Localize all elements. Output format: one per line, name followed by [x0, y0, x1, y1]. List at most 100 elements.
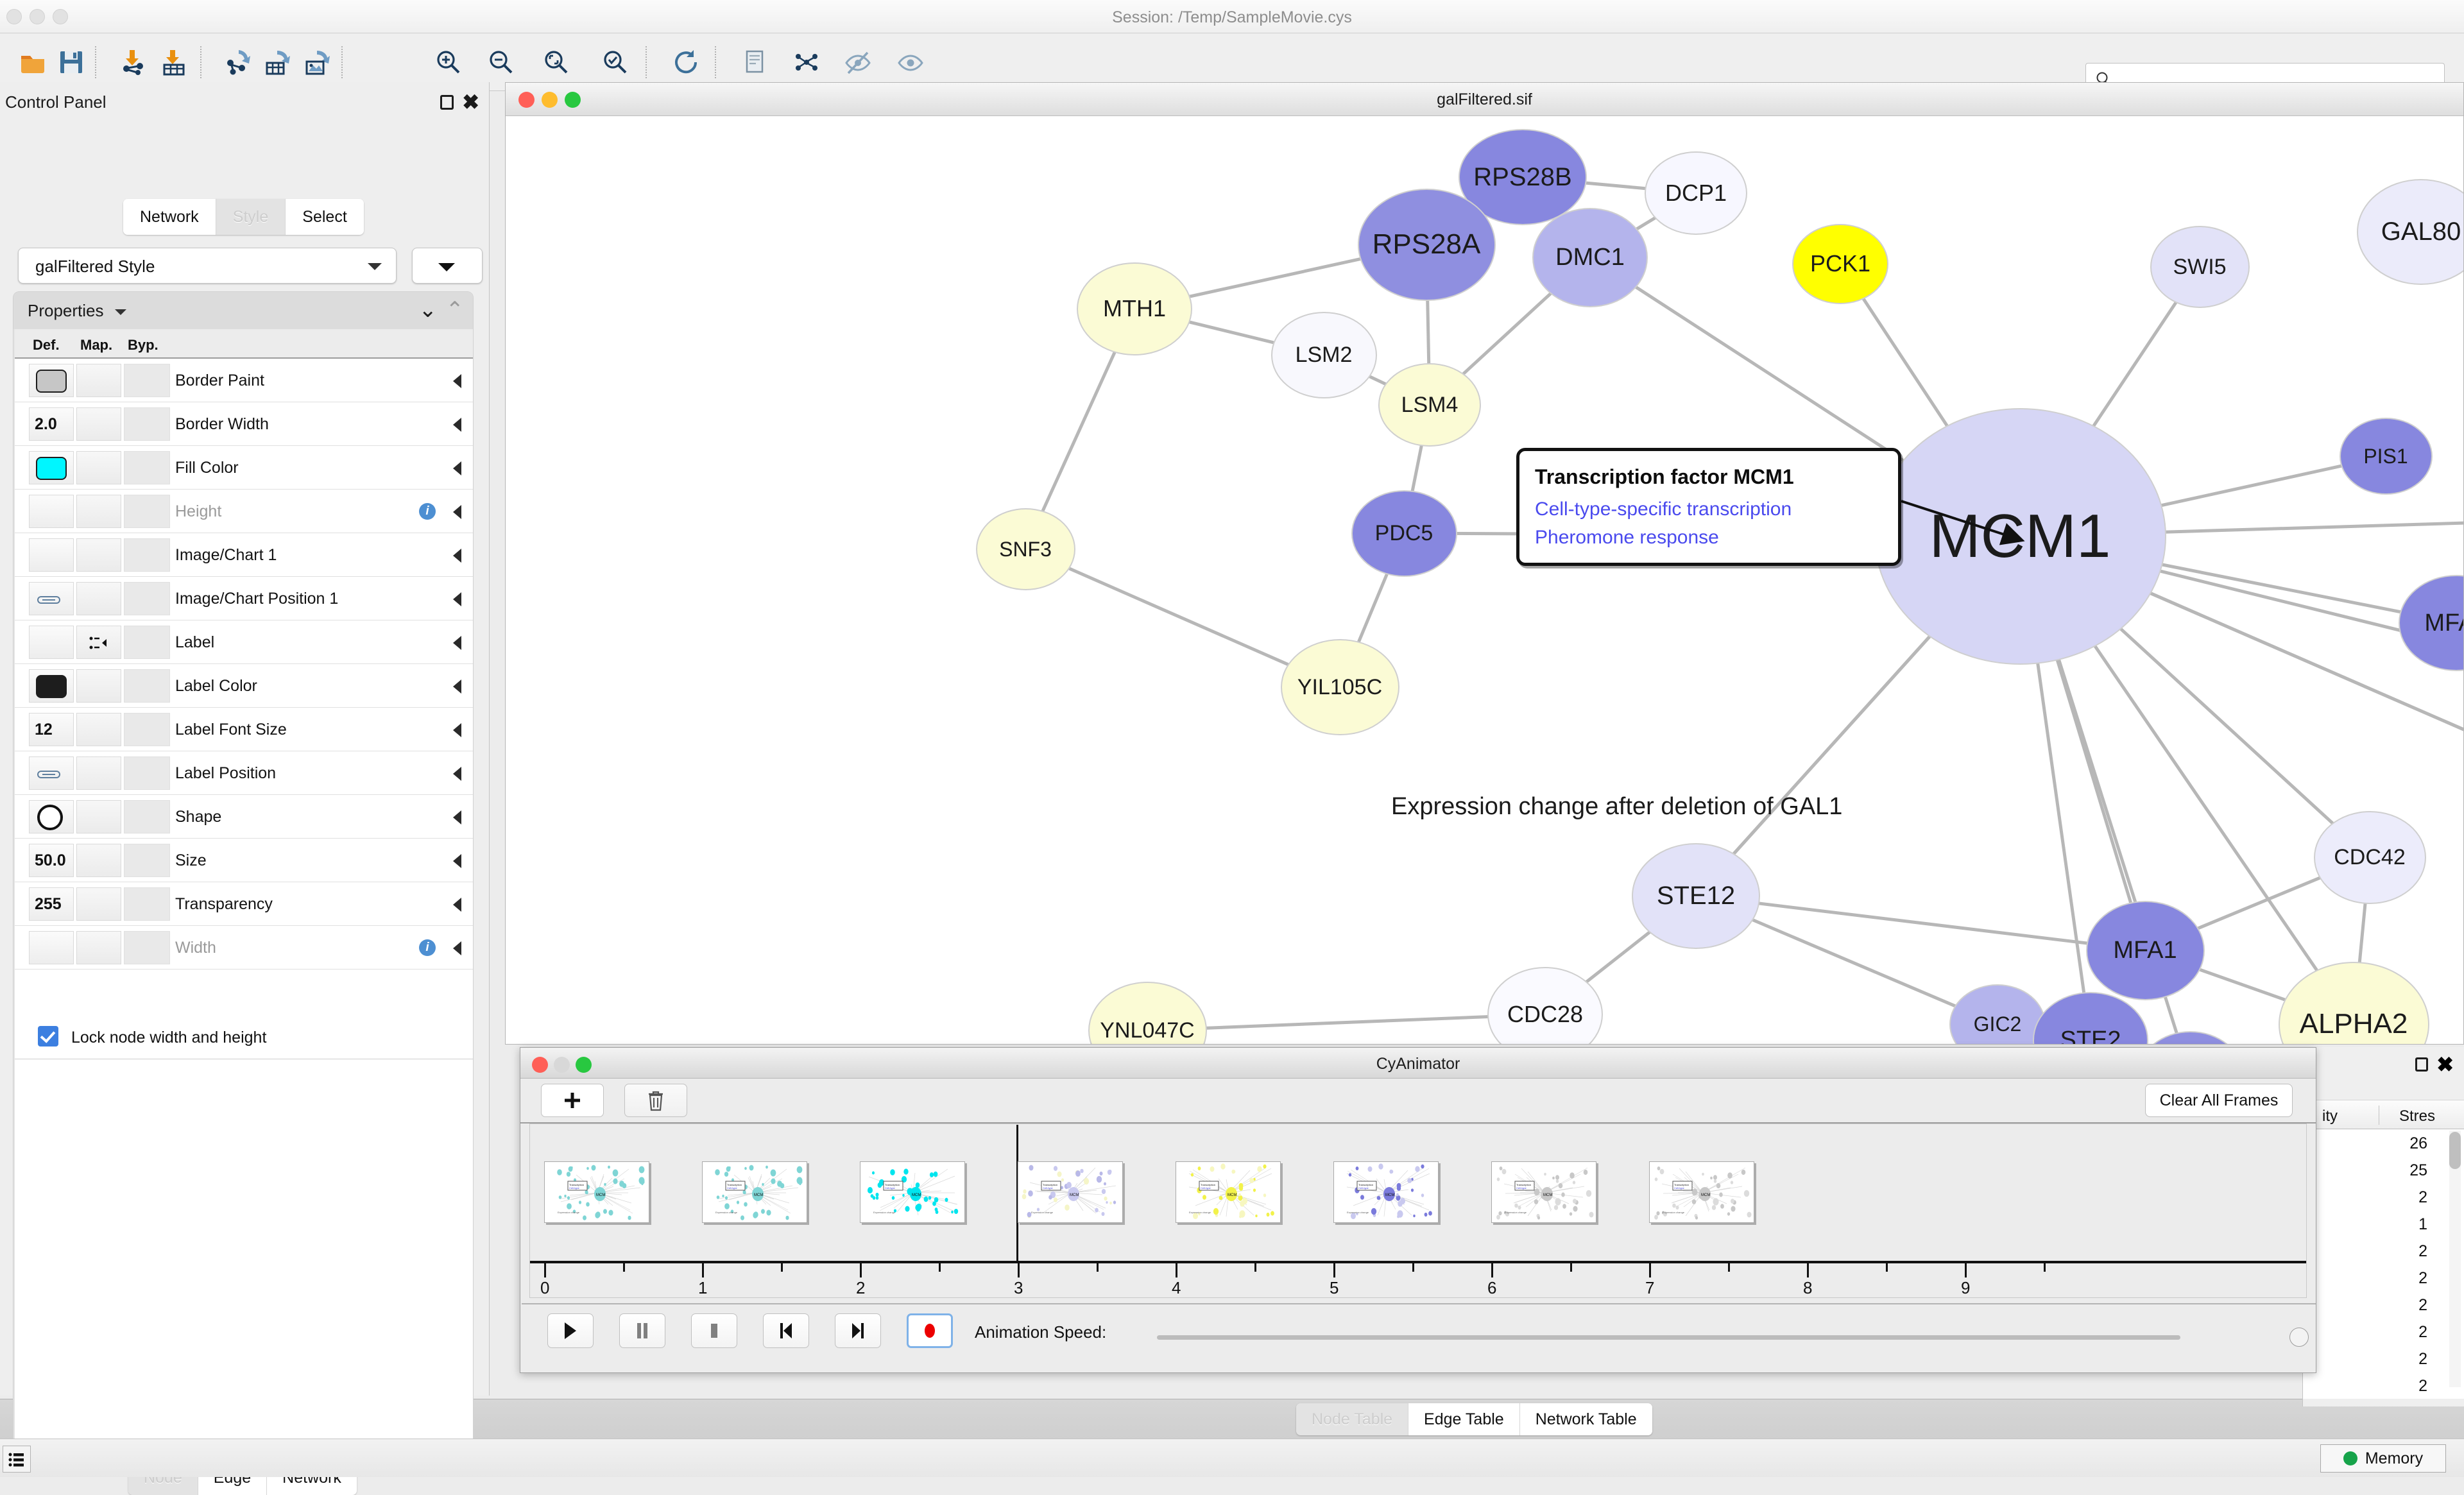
network-node-ste12[interactable]: STE12: [1632, 843, 1760, 949]
collapse-all-icon[interactable]: ⌃: [446, 297, 465, 323]
add-frame-button[interactable]: [541, 1084, 604, 1117]
task-list-icon[interactable]: [3, 1446, 31, 1473]
default-cell[interactable]: [29, 582, 74, 615]
network-node-pdc5[interactable]: PDC5: [1351, 490, 1457, 577]
default-cell[interactable]: [29, 626, 74, 659]
bypass-cell[interactable]: [124, 626, 170, 659]
property-row[interactable]: Label Color: [15, 664, 473, 708]
new-network-icon[interactable]: [737, 44, 774, 81]
table-scrollbar-track[interactable]: [2449, 1131, 2461, 1387]
network-node-lsm4[interactable]: LSM4: [1378, 363, 1481, 447]
table-tab-network-table[interactable]: Network Table: [1520, 1403, 1652, 1435]
lock-node-size-row[interactable]: Lock node width and height: [15, 1013, 473, 1059]
network-node-mcm1[interactable]: MCM1: [1874, 408, 2166, 665]
default-cell[interactable]: [29, 800, 74, 833]
bypass-cell[interactable]: [124, 887, 170, 921]
bypass-cell[interactable]: [124, 756, 170, 790]
network-node-yil105c[interactable]: YIL105C: [1281, 639, 1399, 735]
property-row[interactable]: Image/Chart Position 1: [15, 577, 473, 620]
zoom-out-icon[interactable]: [483, 44, 520, 81]
default-cell[interactable]: 12: [29, 713, 74, 746]
network-node-mth1[interactable]: MTH1: [1077, 262, 1192, 355]
property-row[interactable]: Label: [15, 620, 473, 664]
bypass-cell[interactable]: [124, 931, 170, 964]
default-cell[interactable]: 2.0: [29, 407, 74, 441]
mapping-cell[interactable]: [76, 582, 121, 615]
mapping-cell[interactable]: [76, 495, 121, 528]
expand-arrow-icon[interactable]: [453, 636, 461, 650]
expand-arrow-icon[interactable]: [453, 549, 461, 563]
hide-icon[interactable]: [839, 44, 877, 81]
property-row[interactable]: Border Paint: [15, 359, 473, 402]
default-cell[interactable]: 255: [29, 887, 74, 921]
bypass-cell[interactable]: [124, 451, 170, 484]
mapping-cell[interactable]: [76, 407, 121, 441]
delete-frame-button[interactable]: [624, 1084, 687, 1117]
property-row[interactable]: Shape: [15, 795, 473, 839]
record-button[interactable]: [907, 1313, 953, 1348]
bypass-cell[interactable]: [124, 407, 170, 441]
expand-arrow-icon[interactable]: [453, 418, 461, 432]
bypass-cell[interactable]: [124, 495, 170, 528]
control-panel-close-icon[interactable]: ✖: [462, 90, 479, 114]
network-node-dcp1[interactable]: DCP1: [1645, 151, 1747, 235]
expand-all-icon[interactable]: ⌄: [419, 297, 438, 323]
default-cell[interactable]: [29, 495, 74, 528]
network-node-dmc1[interactable]: DMC1: [1532, 208, 1648, 307]
clear-all-frames-button[interactable]: Clear All Frames: [2145, 1084, 2293, 1117]
expand-arrow-icon[interactable]: [453, 723, 461, 737]
bypass-cell[interactable]: [124, 713, 170, 746]
show-icon[interactable]: [892, 44, 929, 81]
table-tab-edge-table[interactable]: Edge Table: [1408, 1403, 1520, 1435]
network-node-swi5[interactable]: SWI5: [2150, 226, 2250, 308]
property-row[interactable]: Fill Color: [15, 446, 473, 490]
network-node-pck1[interactable]: PCK1: [1792, 224, 1888, 304]
animation-speed-slider[interactable]: [1157, 1335, 2180, 1340]
stop-button[interactable]: [691, 1313, 737, 1348]
zoom-fit-icon[interactable]: [538, 44, 575, 81]
default-cell[interactable]: [29, 669, 74, 703]
mapping-cell[interactable]: [76, 451, 121, 484]
info-icon[interactable]: i: [419, 503, 436, 520]
default-cell[interactable]: [29, 931, 74, 964]
bypass-cell[interactable]: [124, 800, 170, 833]
table-float-button[interactable]: [2415, 1057, 2428, 1072]
network-canvas[interactable]: RPS28BDCP1RPS28ADMC1PCK1SWI5GAL80GAL11ST…: [506, 116, 2463, 1044]
network-node-mfa1[interactable]: MFA1: [2086, 901, 2205, 1000]
bypass-cell[interactable]: [124, 844, 170, 877]
mapping-cell[interactable]: [76, 626, 121, 659]
pause-button[interactable]: [619, 1313, 665, 1348]
color-swatch[interactable]: [36, 457, 67, 480]
table-scrollbar-thumb[interactable]: [2449, 1132, 2461, 1169]
export-table-icon[interactable]: [259, 44, 296, 81]
column-header-stress[interactable]: Stres: [2399, 1107, 2435, 1125]
export-image-icon[interactable]: [299, 44, 336, 81]
mapping-cell[interactable]: [76, 538, 121, 572]
mapping-cell[interactable]: [76, 931, 121, 964]
refresh-icon[interactable]: [667, 44, 705, 81]
color-swatch[interactable]: [36, 675, 67, 698]
animation-speed-knob[interactable]: [2289, 1328, 2309, 1347]
expand-arrow-icon[interactable]: [453, 810, 461, 824]
open-folder-icon[interactable]: [14, 44, 51, 81]
bypass-cell[interactable]: [124, 538, 170, 572]
export-network-icon[interactable]: [219, 44, 257, 81]
expand-arrow-icon[interactable]: [453, 679, 461, 694]
skip-start-button[interactable]: [763, 1313, 809, 1348]
network-node-pis1[interactable]: PIS1: [2340, 418, 2433, 495]
network-node-cdc42[interactable]: CDC42: [2314, 811, 2426, 904]
expand-arrow-icon[interactable]: [453, 461, 461, 475]
mapping-cell[interactable]: [76, 844, 121, 877]
default-cell[interactable]: [29, 538, 74, 572]
zoom-in-icon[interactable]: [430, 44, 467, 81]
network-node-rps28a[interactable]: RPS28A: [1358, 189, 1496, 301]
mapping-cell[interactable]: [76, 364, 121, 397]
expand-arrow-icon[interactable]: [453, 505, 461, 519]
import-table-icon[interactable]: [155, 44, 193, 81]
memory-indicator[interactable]: Memory: [2320, 1444, 2446, 1473]
